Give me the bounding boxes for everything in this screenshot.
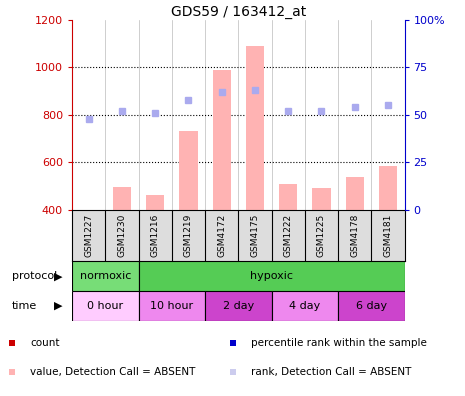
- Text: rank, Detection Call = ABSENT: rank, Detection Call = ABSENT: [251, 367, 412, 377]
- Text: GSM1230: GSM1230: [118, 214, 126, 257]
- Text: protocol: protocol: [12, 271, 57, 281]
- Bar: [279, 184, 297, 210]
- Text: ▶: ▶: [54, 301, 62, 311]
- Text: 10 hour: 10 hour: [150, 301, 193, 311]
- Text: 4 day: 4 day: [289, 301, 320, 311]
- Bar: [213, 70, 231, 210]
- Text: GSM4181: GSM4181: [384, 214, 392, 257]
- Text: 6 day: 6 day: [356, 301, 387, 311]
- Bar: [338, 291, 405, 321]
- Text: 2 day: 2 day: [223, 301, 254, 311]
- Text: normoxic: normoxic: [80, 271, 131, 281]
- Bar: [379, 166, 397, 210]
- Bar: [205, 291, 272, 321]
- Text: GSM1227: GSM1227: [84, 214, 93, 257]
- Bar: [246, 46, 264, 210]
- Text: GSM1222: GSM1222: [284, 214, 292, 257]
- Text: count: count: [30, 337, 60, 348]
- Text: GSM4175: GSM4175: [251, 214, 259, 257]
- Bar: [345, 177, 364, 210]
- Text: GSM1225: GSM1225: [317, 214, 326, 257]
- Bar: [72, 291, 139, 321]
- Bar: [72, 261, 139, 291]
- Bar: [146, 195, 164, 210]
- Bar: [272, 291, 338, 321]
- Bar: [312, 188, 331, 210]
- Text: time: time: [12, 301, 37, 311]
- Title: GDS59 / 163412_at: GDS59 / 163412_at: [171, 5, 306, 19]
- Text: value, Detection Call = ABSENT: value, Detection Call = ABSENT: [30, 367, 195, 377]
- Bar: [113, 187, 131, 210]
- Bar: [139, 291, 205, 321]
- Text: GSM4172: GSM4172: [217, 214, 226, 257]
- Bar: [139, 261, 405, 291]
- Text: GSM1216: GSM1216: [151, 214, 159, 257]
- Text: hypoxic: hypoxic: [250, 271, 293, 281]
- Text: GSM4178: GSM4178: [350, 214, 359, 257]
- Text: 0 hour: 0 hour: [87, 301, 123, 311]
- Text: ▶: ▶: [54, 271, 62, 281]
- Text: percentile rank within the sample: percentile rank within the sample: [251, 337, 427, 348]
- Bar: [179, 131, 198, 210]
- Text: GSM1219: GSM1219: [184, 214, 193, 257]
